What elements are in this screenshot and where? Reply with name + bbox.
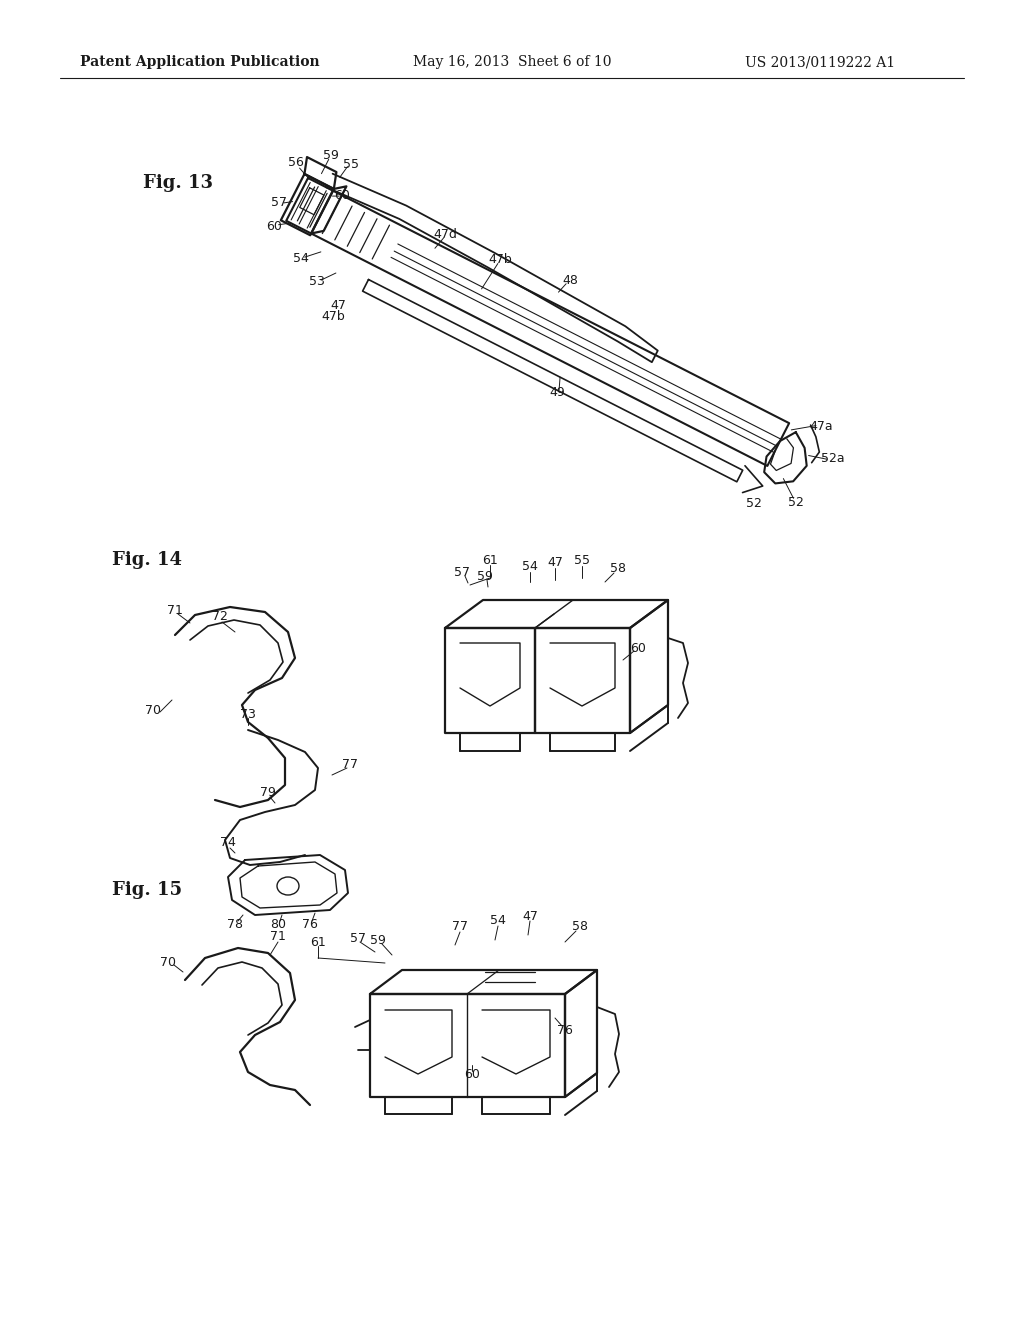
Text: 48: 48 [562, 273, 579, 286]
Text: May 16, 2013  Sheet 6 of 10: May 16, 2013 Sheet 6 of 10 [413, 55, 611, 69]
Text: 47: 47 [547, 557, 563, 569]
Text: Fig. 15: Fig. 15 [112, 880, 182, 899]
Text: 61: 61 [310, 936, 326, 949]
Text: 77: 77 [342, 759, 358, 771]
Text: 58: 58 [572, 920, 588, 932]
Text: 49: 49 [550, 387, 565, 399]
Text: 47b: 47b [321, 310, 345, 323]
Text: 56: 56 [288, 156, 303, 169]
Text: 71: 71 [167, 603, 183, 616]
Text: 60: 60 [630, 642, 646, 655]
Text: 53: 53 [309, 275, 325, 288]
Text: 60: 60 [464, 1068, 480, 1081]
Text: 77: 77 [452, 920, 468, 933]
Text: 52a: 52a [821, 453, 845, 466]
Text: 47a: 47a [810, 420, 834, 433]
Text: Fig. 14: Fig. 14 [112, 550, 182, 569]
Text: 57: 57 [270, 195, 287, 209]
Text: Fig. 13: Fig. 13 [143, 174, 213, 191]
Text: 55: 55 [574, 554, 590, 568]
Text: 76: 76 [557, 1023, 573, 1036]
Text: 70: 70 [145, 704, 161, 717]
Text: 47d: 47d [433, 228, 458, 242]
Text: 59: 59 [323, 149, 339, 162]
Text: 78: 78 [227, 917, 243, 931]
Text: 73: 73 [240, 708, 256, 721]
Text: 76: 76 [302, 917, 317, 931]
Text: US 2013/0119222 A1: US 2013/0119222 A1 [744, 55, 895, 69]
Text: 71: 71 [270, 931, 286, 944]
Text: 52: 52 [787, 496, 804, 510]
Text: 55: 55 [343, 157, 359, 170]
Text: 80: 80 [270, 917, 286, 931]
Text: 47b: 47b [488, 252, 512, 265]
Text: 52: 52 [745, 498, 762, 511]
Text: 47: 47 [522, 909, 538, 923]
Text: 57: 57 [350, 932, 366, 945]
Text: 60: 60 [266, 219, 283, 232]
Text: 61: 61 [482, 554, 498, 568]
Text: 79: 79 [260, 787, 275, 800]
Text: Patent Application Publication: Patent Application Publication [80, 55, 319, 69]
Text: 57: 57 [454, 565, 470, 578]
Text: 59: 59 [370, 933, 386, 946]
Text: 59: 59 [477, 569, 493, 582]
Text: 54: 54 [490, 915, 506, 928]
Text: 58: 58 [610, 561, 626, 574]
Text: 54: 54 [293, 252, 308, 265]
Text: 72: 72 [212, 610, 228, 623]
Text: 47: 47 [331, 300, 346, 313]
Text: 70: 70 [160, 956, 176, 969]
Text: 54: 54 [522, 561, 538, 573]
Text: 60: 60 [334, 189, 350, 202]
Text: 74: 74 [220, 837, 236, 850]
